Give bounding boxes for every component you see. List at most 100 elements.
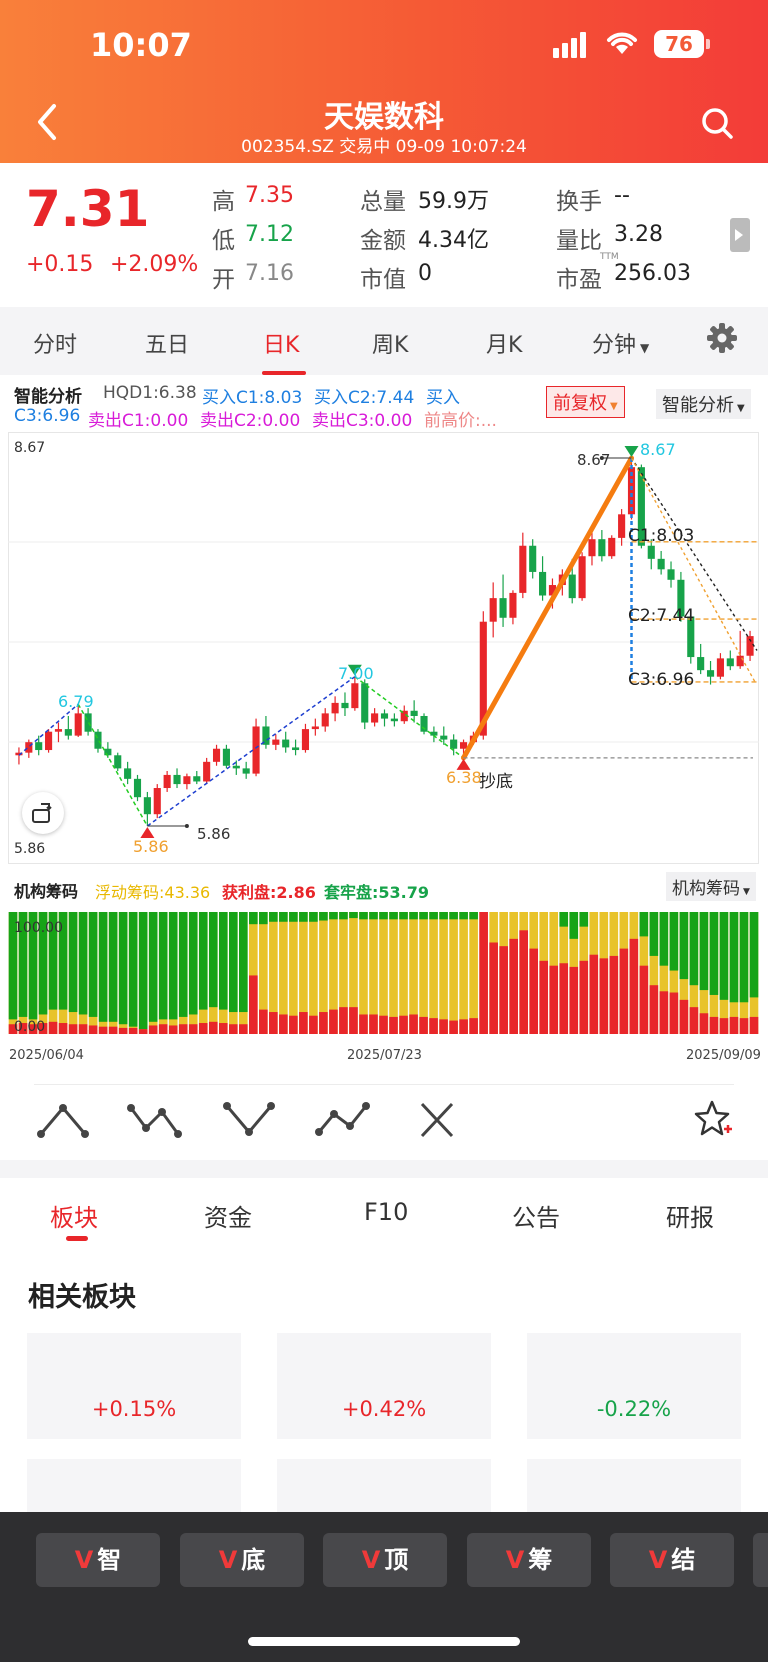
period-tabbar: 分时 五日 日K 周K 月K 分钟 ▼ [0,307,768,375]
candle-body [84,713,92,732]
tab-announcement[interactable]: 公告 [512,1204,560,1232]
tab-minute[interactable]: 分钟 ▼ [592,327,649,359]
draw-peak-line-icon[interactable] [36,1098,90,1142]
candle-body [667,569,675,580]
profit-chip-bar [369,1014,378,1034]
settings-gear-icon[interactable] [706,322,738,354]
sector-card[interactable]: +0.42% [277,1333,491,1439]
peak-label-1: 6.79 [58,692,94,711]
candle-body [519,545,527,593]
profit-chip-bar [519,930,528,1034]
tab-monthly-k[interactable]: 月K [486,333,523,358]
profit-chip-bar [449,1020,458,1034]
tab-daily-k[interactable]: 日K [263,333,300,358]
profit-chip-bar [569,966,579,1034]
trapped-chip-bar [299,912,308,922]
add-favorite-star-icon[interactable] [694,1098,734,1142]
sector-card[interactable]: -0.22% [527,1333,741,1439]
trapped-chip-bar [188,912,198,1015]
candle-body [212,748,221,762]
candle-body [114,755,122,769]
amount-label: 金额 [360,228,406,254]
sell-c3: 卖出C3:0.00 [312,411,413,431]
low-value: 7.12 [245,222,294,247]
candle-body [390,718,398,722]
section-gap [0,1160,768,1178]
date-mid: 2025/07/23 [347,1048,422,1063]
tab-intraday[interactable]: 分时 [33,333,78,358]
draw-trend-line-icon[interactable] [314,1098,372,1142]
adjust-mode-button[interactable]: 前复权 ▼ [546,386,625,418]
trapped-chip-bar [329,912,338,920]
candle-body [440,735,448,740]
profit-chip-bar [188,1024,198,1034]
candle-body [479,621,487,736]
analysis-mode-button[interactable]: 智能分析 ▼ [656,389,751,419]
rally-line-orange [461,455,634,761]
search-icon[interactable] [700,106,736,142]
chips-mode-button[interactable]: 机构筹码 ▼ [666,872,756,901]
buy-signal-icon [140,827,155,838]
candle-body [25,742,33,753]
kline-chart[interactable] [8,432,759,864]
profit-chip-bar [379,1015,388,1034]
status-time: 10:07 [90,26,192,64]
trapped-chip-bar [28,912,38,1020]
active-tab-underline [66,1236,88,1241]
candle-body [203,761,211,782]
buy-c1: 买入C1:8.03 [202,388,303,408]
profit-chip-bar [228,1024,238,1034]
sector-card[interactable]: +0.15% [27,1333,241,1439]
profit-chip-bar [599,958,609,1034]
home-indicator [248,1637,520,1646]
more-toolbar-button[interactable] [753,1533,768,1587]
trapped-chip-bar [228,912,238,1013]
trapped-chip-bar [739,912,749,1003]
rotate-screen-icon [32,803,52,823]
candle-body [509,592,517,618]
tab-research[interactable]: 研报 [666,1204,714,1232]
candle-body [64,729,72,736]
float-chips: 浮动筹码:43.36 [95,883,211,902]
trapped-chip-bar [279,912,288,922]
peak-label-2: 7.00 [338,664,374,683]
tab-five-day[interactable]: 五日 [145,333,190,358]
caret-down-icon: ▼ [610,401,618,412]
draw-wave-line-icon[interactable] [126,1098,184,1142]
tab-sector[interactable]: 板块 [50,1204,98,1232]
trapped-chip-bar [178,912,188,1017]
wifi-icon [607,32,637,54]
battery-tip [706,39,710,49]
candle-body [410,710,418,716]
caret-down-icon: ▼ [743,887,750,897]
fullscreen-toggle-button[interactable] [22,792,64,834]
more-quote-arrow-icon[interactable] [730,218,750,252]
trapped-chip-bar [269,912,278,922]
active-tab-underline [262,371,306,375]
top-side-label: 8.67 [577,451,611,469]
clear-drawing-icon[interactable] [416,1098,458,1142]
tab-f10[interactable]: F10 [364,1198,409,1226]
candle-body [262,726,270,745]
trapped-chip-bar [108,912,118,1022]
trapped-chip-bar [168,912,178,1020]
tab-funds[interactable]: 资金 [204,1204,252,1232]
candle-body [272,739,280,745]
float-chip-bar [449,912,458,1034]
slope-line-black [630,457,758,651]
candle-body [706,670,715,677]
high-value: 7.35 [245,183,294,208]
trapped-chip-bar [439,912,448,920]
candle-body [657,558,665,570]
chips-title: 机构筹码 [14,882,79,901]
tab-weekly-k[interactable]: 周K [372,333,409,358]
draw-valley-line-icon[interactable] [222,1098,276,1142]
candle-body [45,731,53,751]
float-chip-bar [379,912,388,1034]
back-arrow-icon[interactable] [30,100,64,144]
